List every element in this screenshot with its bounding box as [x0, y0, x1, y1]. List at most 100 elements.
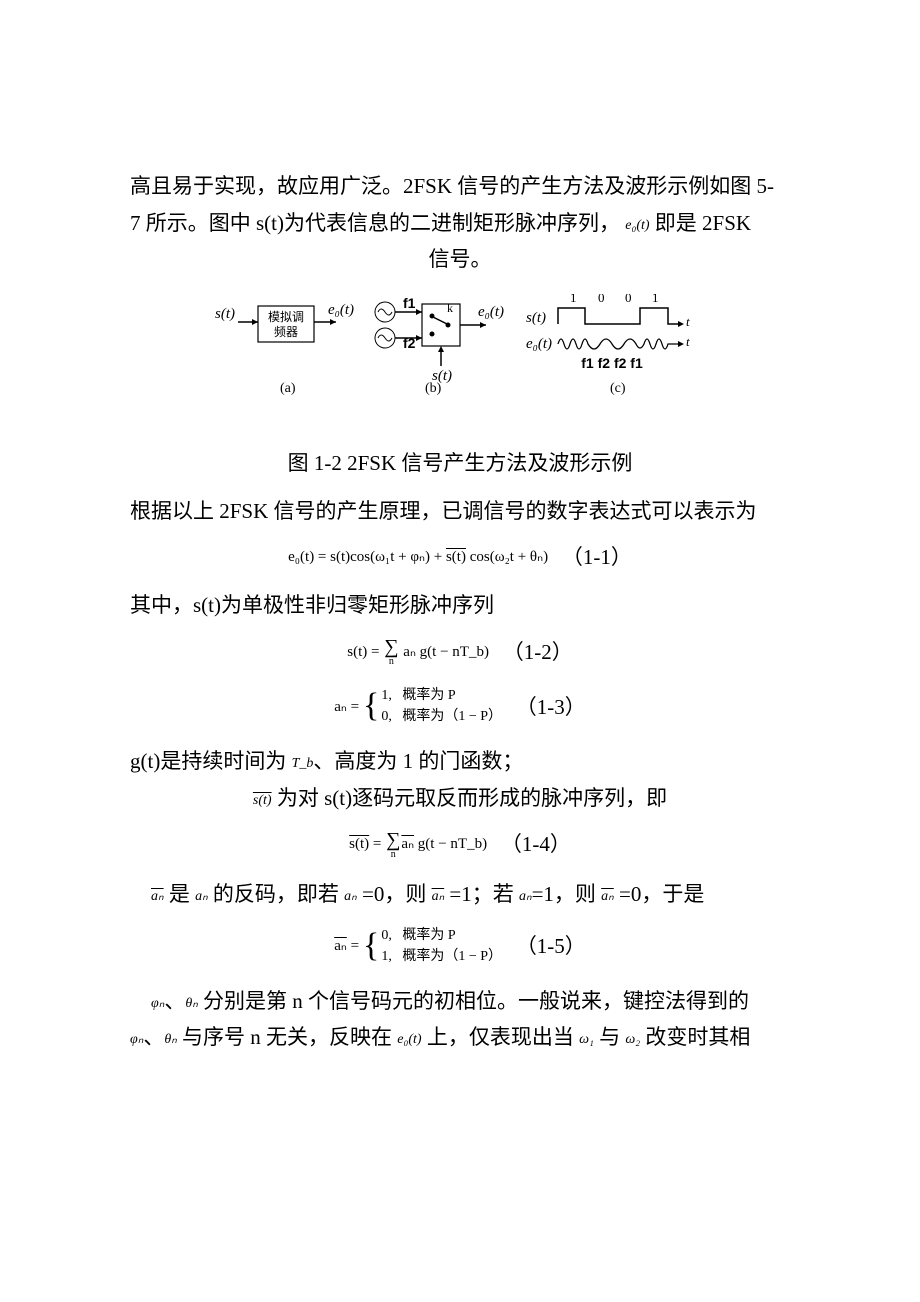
intro-line-3: 信号。: [130, 243, 790, 276]
eq4-eq: =: [369, 836, 385, 852]
para4-math: T_b: [292, 756, 314, 771]
fig-c-fseq: f1 f2 f2 f1: [581, 355, 643, 371]
intro-line-2a: 7 所示。图中 s(t)为代表信息的二进制矩形脉冲序列，: [130, 211, 620, 235]
p7-t4: 与: [594, 1025, 626, 1049]
eq2-sum-n: n: [389, 657, 394, 667]
p6-t4: =1；若: [444, 882, 519, 906]
p7-sep1: 、: [164, 989, 185, 1013]
eq3-c2t: 概率为（1 − P）: [402, 709, 502, 724]
fig-c-st: s(t): [526, 310, 546, 326]
figure-caption: 图 1-2 2FSK 信号产生方法及波形示例: [130, 447, 790, 477]
p7-phi1: φₙ: [151, 996, 164, 1011]
eq5-c1t: 概率为 P: [402, 928, 455, 943]
p6-aover3: aₙ: [601, 889, 614, 904]
brace-icon: {: [363, 689, 379, 723]
eq4-an-over: aₙ: [401, 836, 414, 852]
eq3-c1t: 概率为 P: [402, 688, 455, 703]
equation-1-3: aₙ = { 1, 概率为 P 0, 概率为（1 − P） （1-3）: [130, 685, 790, 727]
p6-t3: =0，则: [357, 882, 432, 906]
sum-icon-2: ∑n: [386, 830, 400, 860]
p7-theta1: θₙ: [185, 996, 197, 1011]
fig-box-text1: 模拟调: [268, 310, 304, 324]
page: 高且易于实现，故应用广泛。2FSK 信号的产生方法及波形示例如图 5- 7 所示…: [0, 0, 920, 1302]
equation-1-5: aₙ = { 0, 概率为 P 1, 概率为（1 − P） （1-5）: [130, 925, 790, 967]
p7-theta2: θₙ: [164, 1032, 176, 1047]
fig-c-bit1: 0: [598, 294, 605, 305]
eq5-c2v: 1,: [381, 949, 392, 964]
eq5-label: （1-5）: [516, 934, 586, 958]
p6-t6: =0，于是: [614, 882, 705, 906]
eq5-c1v: 0,: [381, 928, 392, 943]
figure-svg: s(t) 模拟调 频器 e₀(t) (a) f1 f2: [210, 294, 710, 424]
fig-c-bit0: 1: [570, 294, 577, 305]
intro-line-2b: 即是 2FSK: [655, 211, 751, 235]
p7-t5: 改变时其相: [640, 1025, 750, 1049]
intro-line-2: 7 所示。图中 s(t)为代表信息的二进制矩形脉冲序列， e₀(t) 即是 2F…: [130, 207, 790, 240]
eq3-lhs: aₙ =: [334, 697, 359, 716]
p6-a1: aₙ: [195, 889, 208, 904]
eq3-c2v: 0,: [381, 709, 392, 724]
para-7-line1: φₙ、θₙ 分别是第 n 个信号码元的初相位。一般说来，键控法得到的: [130, 985, 790, 1018]
eq2-label: （1-2）: [503, 640, 573, 664]
p6-aover2: aₙ: [432, 889, 445, 904]
figure-1-2: s(t) 模拟调 频器 e₀(t) (a) f1 f2: [130, 294, 790, 429]
eq4-lhs-over: s(t): [349, 836, 369, 852]
p7-t1: 分别是第 n 个信号码元的初相位。一般说来，键控法得到的: [198, 989, 749, 1013]
para-7-line2: φₙ、θₙ 与序号 n 无关，反映在 e₀(t) 上，仅表现出当 ω₁ 与 ω₂…: [130, 1021, 790, 1054]
equation-1-2: s(t) = ∑n aₙ g(t − nT_b) （1-2）: [130, 636, 790, 668]
para-6: aₙ 是 aₙ 的反码，即若 aₙ =0，则 aₙ =1；若 aₙ=1，则 aₙ…: [130, 878, 790, 911]
sum-icon: ∑n: [384, 637, 398, 667]
eq4-rhs-b: g(t − nT_b): [414, 836, 487, 852]
p7-w2: ω₂: [625, 1032, 640, 1047]
p6-a2: aₙ: [344, 889, 357, 904]
eq5-lhs-over: aₙ: [334, 938, 347, 954]
p6-a3: aₙ: [519, 889, 532, 904]
intro-math-e0: e₀(t): [625, 218, 649, 233]
fig-a-st-label: s(t): [215, 306, 235, 322]
para4-a: g(t)是持续时间为: [130, 749, 292, 773]
eq2-rhs: aₙ g(t − nT_b): [400, 644, 489, 660]
intro-line-1: 高且易于实现，故应用广泛。2FSK 信号的产生方法及波形示例如图 5-: [130, 170, 790, 203]
p7-e0: e₀(t): [397, 1032, 421, 1047]
eq1-a: e₀(t) = s(t)cos(ω₁t + φₙ) +: [288, 549, 446, 565]
fig-b-k: k: [447, 301, 453, 315]
para-5: s(t) 为对 s(t)逐码元取反而形成的脉冲序列，即: [130, 782, 790, 815]
fig-b-e0: e₀(t): [478, 304, 504, 320]
eq5-eq: =: [347, 938, 359, 954]
eq4-sum-n: n: [391, 850, 396, 860]
para-4: g(t)是持续时间为 T_b、高度为 1 的门函数；: [130, 745, 790, 778]
eq5-c2t: 概率为（1 − P）: [402, 949, 502, 964]
equation-1-1: e₀(t) = s(t)cos(ω₁t + φₙ) + s(t) cos(ω₂t…: [130, 541, 790, 571]
fig-c-t1: t: [686, 314, 690, 329]
eq1-over: s(t): [446, 549, 466, 565]
p6-t5: =1，则: [532, 882, 602, 906]
p7-sep2: 、: [143, 1025, 164, 1049]
equation-1-4: s(t) = ∑naₙ g(t − nT_b) （1-4）: [130, 828, 790, 860]
fig-label-b: (b): [425, 381, 442, 396]
eq3-label: （1-3）: [516, 695, 586, 719]
brace-icon-2: {: [363, 929, 379, 963]
para5-over: s(t): [253, 793, 272, 808]
fig-label-c: (c): [610, 381, 626, 396]
p7-phi2: φₙ: [130, 1032, 143, 1047]
fig-c-t2: t: [686, 334, 690, 349]
p7-w1: ω₁: [579, 1032, 594, 1047]
p6-t1: 是: [164, 882, 196, 906]
fig-label-a: (a): [280, 381, 296, 396]
fig-a-e0-label: e₀(t): [328, 302, 354, 318]
p7-t3: 上，仅表现出当: [422, 1025, 580, 1049]
fig-c-e0: e₀(t): [526, 336, 552, 352]
para-3: 其中，s(t)为单极性非归零矩形脉冲序列: [130, 589, 790, 622]
para-2: 根据以上 2FSK 信号的产生原理，已调信号的数字表达式可以表示为: [130, 495, 790, 528]
para4-b: 、高度为 1 的门函数；: [313, 749, 523, 773]
para5-rest: 为对 s(t)逐码元取反而形成的脉冲序列，即: [272, 786, 668, 810]
fig-c-bit2: 0: [625, 294, 632, 305]
fig-c-bit3: 1: [652, 294, 659, 305]
p7-t2: 与序号 n 无关，反映在: [177, 1025, 398, 1049]
fig-b-f1: f1: [403, 295, 416, 311]
p6-t2: 的反码，即若: [208, 882, 345, 906]
eq1-c: cos(ω₂t + θₙ): [466, 549, 548, 565]
eq1-label: （1-1）: [562, 545, 632, 569]
eq2-lhs: s(t) =: [347, 644, 383, 660]
eq4-label: （1-4）: [501, 832, 571, 856]
